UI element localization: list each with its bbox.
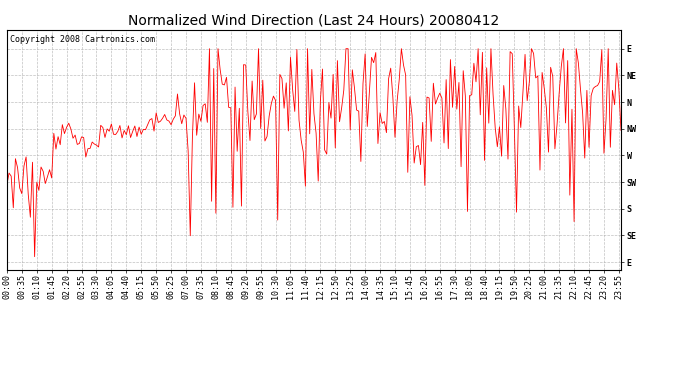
Title: Normalized Wind Direction (Last 24 Hours) 20080412: Normalized Wind Direction (Last 24 Hours…: [128, 13, 500, 27]
Text: Copyright 2008 Cartronics.com: Copyright 2008 Cartronics.com: [10, 35, 155, 44]
